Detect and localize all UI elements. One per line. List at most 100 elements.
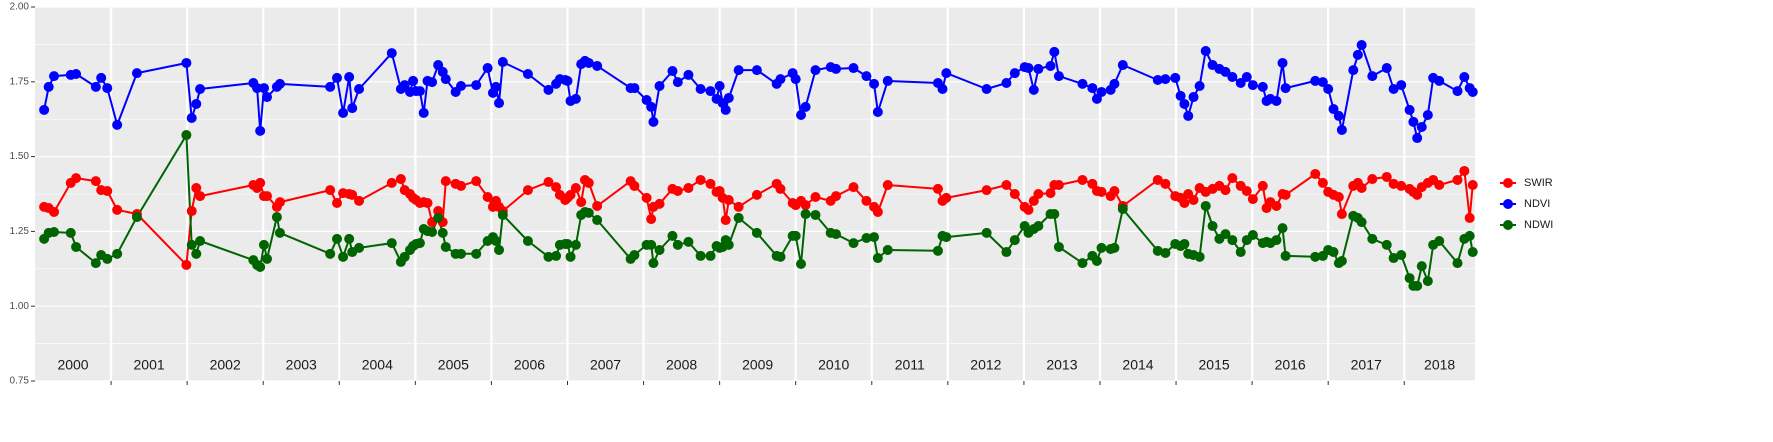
data-point (1464, 212, 1475, 223)
legend-key-point (1503, 199, 1513, 209)
data-point (191, 98, 202, 109)
data-point (354, 195, 365, 206)
data-point (551, 250, 562, 261)
data-point (672, 77, 683, 88)
data-point (186, 206, 197, 217)
data-point (354, 242, 365, 253)
data-point (1280, 83, 1291, 94)
data-point (1459, 165, 1470, 176)
data-point (1356, 39, 1367, 50)
data-point (683, 236, 694, 247)
data-point (629, 180, 640, 191)
data-point (1200, 45, 1211, 56)
data-point (672, 239, 683, 250)
data-point (1404, 273, 1415, 284)
data-point (43, 81, 54, 92)
data-point (1396, 80, 1407, 91)
data-point (796, 110, 807, 121)
data-point (1336, 256, 1347, 267)
data-point (565, 251, 576, 262)
data-point (1053, 241, 1064, 252)
data-point (576, 197, 587, 208)
data-point (1235, 247, 1246, 258)
data-point (1388, 253, 1399, 264)
data-point (543, 84, 554, 95)
data-point (274, 78, 285, 89)
data-point (1336, 124, 1347, 135)
data-point (654, 198, 665, 209)
data-point (344, 72, 355, 83)
year-label: 2001 (134, 357, 165, 373)
y-tick-label: 1.00 (10, 301, 30, 312)
data-point (1077, 258, 1088, 269)
data-point (583, 57, 594, 68)
year-label: 2015 (1199, 357, 1230, 373)
y-tick-label: 2.00 (10, 2, 30, 13)
data-point (543, 251, 554, 262)
data-point (1053, 180, 1064, 191)
data-point (522, 69, 533, 80)
data-point (932, 183, 943, 194)
data-point (882, 244, 893, 255)
data-point (1310, 75, 1321, 86)
data-point (255, 262, 266, 273)
data-point (386, 48, 397, 59)
data-point (695, 250, 706, 261)
data-point (490, 81, 501, 92)
data-point (433, 206, 444, 217)
data-point (869, 78, 880, 89)
data-point (720, 104, 731, 115)
data-point (1023, 63, 1034, 74)
data-point (667, 230, 678, 241)
data-point (354, 83, 365, 94)
data-point (1367, 71, 1378, 82)
year-label: 2014 (1122, 357, 1153, 373)
data-point (941, 192, 952, 203)
data-point (455, 180, 466, 191)
data-point (848, 63, 859, 74)
year-label: 2016 (1275, 357, 1306, 373)
data-point (1096, 186, 1107, 197)
data-point (1328, 104, 1339, 115)
data-point (112, 204, 123, 215)
data-point (1434, 235, 1445, 246)
data-point (1160, 247, 1171, 258)
data-point (471, 248, 482, 259)
data-point (347, 189, 358, 200)
year-label: 2002 (210, 357, 241, 373)
data-point (1109, 242, 1120, 253)
year-label: 2007 (590, 357, 621, 373)
data-point (1109, 78, 1120, 89)
data-point (522, 235, 533, 246)
data-point (386, 238, 397, 249)
data-point (790, 74, 801, 85)
data-point (195, 83, 206, 94)
data-point (71, 173, 82, 184)
data-point (399, 80, 410, 91)
data-point (646, 101, 657, 112)
data-point (810, 191, 821, 202)
data-point (1348, 65, 1359, 76)
data-point (1152, 174, 1163, 185)
data-point (592, 60, 603, 71)
data-point (751, 65, 762, 76)
year-label: 2018 (1424, 357, 1455, 373)
data-point (583, 207, 594, 218)
data-point (592, 215, 603, 226)
data-point (1388, 83, 1399, 94)
year-label: 2012 (970, 357, 1001, 373)
data-point (1333, 110, 1344, 121)
data-point (1412, 133, 1423, 144)
data-point (1467, 180, 1478, 191)
data-point (455, 80, 466, 91)
data-point (1464, 230, 1475, 241)
data-point (331, 197, 342, 208)
data-point (1310, 251, 1321, 262)
data-point (1023, 204, 1034, 215)
data-point (1396, 180, 1407, 191)
data-point (1033, 63, 1044, 74)
data-point (490, 235, 501, 246)
data-point (882, 75, 893, 86)
data-point (751, 227, 762, 238)
